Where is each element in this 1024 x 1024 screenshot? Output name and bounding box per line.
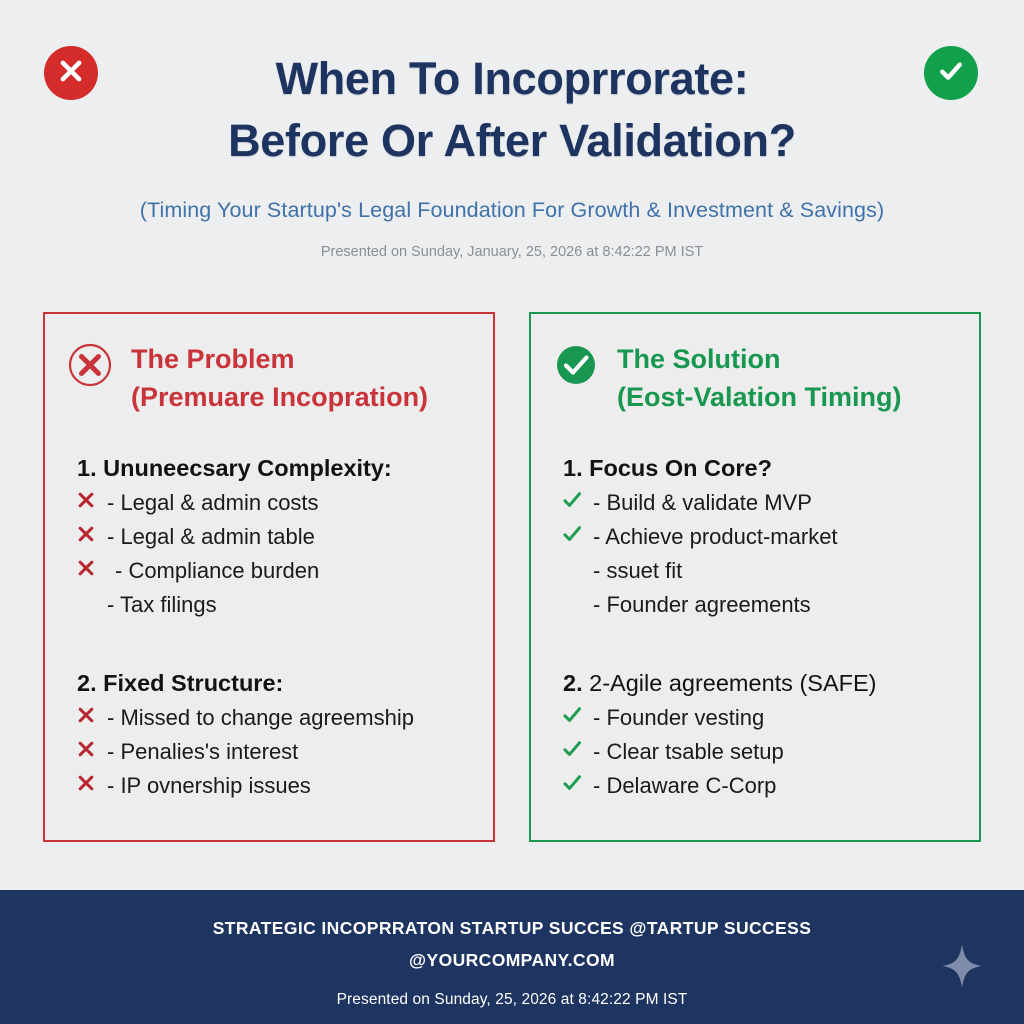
list-item-label: - ssuet fit: [593, 557, 683, 583]
group-title: 2. Fixed Structure:: [67, 670, 471, 697]
group-label: Focus On Core?: [589, 454, 772, 481]
panel-solution-group-1: 1. Focus On Core? - Build & validate MVP…: [553, 455, 957, 622]
x-mark-icon: [67, 705, 105, 725]
group-title: 1. Ununeecsary Complexity:: [67, 455, 471, 482]
list-item-label: - Legal & admin table: [107, 523, 315, 549]
comparison-panels: The Problem (Premuare Incopration) 1. Un…: [0, 312, 1024, 842]
list-item: - Achieve product-market: [553, 520, 957, 554]
list-item-label: - Missed to change agreemship: [107, 704, 414, 730]
list-item-label: - Delaware C-Corp: [593, 772, 777, 798]
group-title: 2. 2-Agile agreements (SAFE): [553, 670, 957, 697]
x-mark-icon: [67, 739, 105, 759]
panel-solution: The Solution (Eost-Valation Timing) 1. F…: [529, 312, 981, 842]
check-mark-icon: [553, 524, 591, 544]
group-label: Fixed Structure:: [103, 669, 284, 696]
x-mark-icon: [67, 490, 105, 510]
presented-timestamp: Presented on Sunday, January, 25, 2026 a…: [320, 244, 704, 261]
solution-list-2: - Founder vesting - Clear tsable setup -…: [553, 701, 957, 803]
group-title: 1. Focus On Core?: [553, 455, 957, 482]
x-mark-icon: [67, 524, 105, 544]
panel-problem: The Problem (Premuare Incopration) 1. Un…: [43, 312, 495, 842]
panel-solution-group-2: 2. 2-Agile agreements (SAFE) - Founder v…: [553, 670, 957, 803]
footer-website: @YOURCOMPANY.COM: [409, 950, 615, 971]
panel-problem-title-line-2: (Premuare Incopration): [131, 382, 429, 413]
panel-problem-group-1: 1. Ununeecsary Complexity: - Legal & adm…: [67, 455, 471, 622]
list-item: - Build & validate MVP: [553, 486, 957, 520]
solution-list-1: - Build & validate MVP - Achieve product…: [553, 486, 957, 622]
problem-list-1: - Legal & admin costs - Legal & admin ta…: [67, 486, 471, 622]
list-item: - Clear tsable setup: [553, 735, 957, 769]
check-mark-icon: [553, 773, 591, 793]
group-number: 1.: [563, 454, 583, 481]
list-item-label: - Build & validate MVP: [593, 489, 812, 515]
group-label: 2-Agile agreements (SAFE): [589, 669, 877, 696]
panel-solution-title-line-1: The Solution: [617, 344, 781, 374]
panel-solution-title: The Solution (Eost-Valation Timing): [617, 340, 902, 417]
circle-x-icon: [56, 56, 86, 91]
page-title-line-1: When To Incoprrorate:: [275, 53, 749, 104]
x-mark-icon: [67, 558, 105, 578]
group-number: 2.: [77, 669, 97, 696]
list-item: - Legal & admin table: [67, 520, 471, 554]
page-subtitle: (Timing Your Startup's Legal Foundation …: [139, 198, 885, 223]
footer-timestamp: Presented on Sunday, 25, 2026 at 8:42:22…: [336, 990, 688, 1008]
list-item: - IP ovnership issues: [67, 769, 471, 803]
panel-solution-title-line-2: (Eost-Valation Timing): [617, 382, 902, 413]
circle-check-filled-icon: [553, 342, 599, 388]
list-item-label: - IP ovnership issues: [107, 772, 311, 798]
panel-problem-group-2: 2. Fixed Structure: - Missed to change a…: [67, 670, 471, 803]
page-footer: STRATEGIC INCOPRRATON STARTUP SUCCES @TA…: [0, 890, 1024, 1024]
check-mark-icon: [553, 739, 591, 759]
panel-problem-header: The Problem (Premuare Incopration): [67, 340, 471, 417]
list-item: - ssuet fit: [553, 554, 957, 588]
list-item-label: - Legal & admin costs: [107, 489, 319, 515]
page-header: When To Incoprrorate: Before Or After Va…: [0, 0, 1024, 260]
group-label: Ununeecsary Complexity:: [103, 454, 392, 481]
x-mark-icon: [67, 773, 105, 793]
panel-problem-title: The Problem (Premuare Incopration): [131, 340, 428, 417]
list-item-label: - Penalies's interest: [107, 738, 299, 764]
check-mark-icon: [553, 490, 591, 510]
page-title-line-2: Before Or After Validation?: [228, 115, 796, 167]
list-item-label: - Clear tsable setup: [593, 738, 784, 764]
list-item: - Delaware C-Corp: [553, 769, 957, 803]
problem-list-2: - Missed to change agreemship - Penalies…: [67, 701, 471, 803]
list-item-label: - Founder agreements: [593, 591, 811, 617]
footer-headline: STRATEGIC INCOPRRATON STARTUP SUCCES @TA…: [212, 918, 812, 938]
list-item-label: - Compliance burden: [115, 557, 320, 583]
header-badge-solution: [924, 46, 978, 100]
panel-solution-header: The Solution (Eost-Valation Timing): [553, 340, 957, 417]
page-title: When To Incoprrorate: Before Or After Va…: [0, 48, 1024, 172]
list-item: - Founder vesting: [553, 701, 957, 735]
list-item: - Penalies's interest: [67, 735, 471, 769]
list-item-label: - Founder vesting: [593, 704, 765, 730]
list-item: - Tax filings: [67, 588, 471, 622]
list-item: - Missed to change agreemship: [67, 701, 471, 735]
header-badge-problem: [44, 46, 98, 100]
list-item: - Legal & admin costs: [67, 486, 471, 520]
circle-check-icon: [936, 56, 966, 91]
four-point-star-icon: [942, 944, 982, 988]
panel-problem-title-line-1: The Problem: [131, 344, 295, 374]
group-number: 1.: [77, 454, 97, 481]
list-item-label: - Tax filings: [107, 591, 217, 617]
circle-x-outline-icon: [67, 342, 113, 388]
check-mark-icon: [553, 705, 591, 725]
list-item-label: - Achieve product-market: [593, 523, 838, 549]
list-item: - Founder agreements: [553, 588, 957, 622]
list-item: - Compliance burden: [67, 554, 471, 588]
group-number: 2.: [563, 669, 583, 696]
